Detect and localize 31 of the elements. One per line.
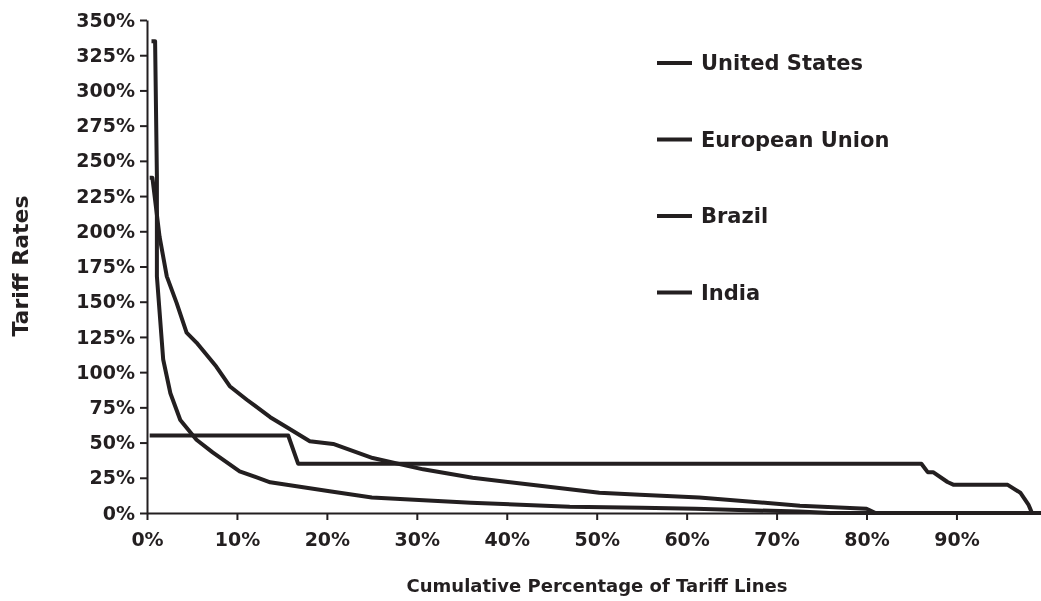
x-tick-label: 60%	[664, 527, 710, 550]
y-tick-label: 250%	[76, 149, 135, 172]
x-tick-label: 90%	[934, 527, 980, 550]
y-tick-label: 75%	[89, 395, 135, 418]
x-tick-label: 20%	[304, 527, 351, 550]
y-tick-label: 300%	[76, 79, 135, 102]
y-tick-label: 125%	[76, 325, 135, 348]
x-tick-label: 0%	[131, 527, 164, 550]
y-tick-label: 275%	[76, 114, 135, 137]
y-tick-label: 25%	[89, 466, 135, 489]
y-tick-label: 225%	[76, 184, 135, 207]
x-tick-label: 80%	[844, 527, 890, 550]
y-tick-label: 200%	[76, 219, 135, 242]
y-tick-label: 50%	[89, 431, 135, 454]
y-tick-label: 350%	[76, 8, 135, 31]
y-tick-label: 0%	[102, 501, 135, 524]
x-tick-label: 40%	[484, 527, 530, 550]
y-axis-title: Tariff Rates	[8, 195, 33, 337]
legend-label: European Union	[701, 127, 890, 152]
x-tick-label: 50%	[574, 527, 620, 550]
x-tick-label: 70%	[754, 527, 800, 550]
legend-label: United States	[701, 51, 863, 76]
y-tick-label: 100%	[76, 360, 135, 383]
x-tick-label: 30%	[394, 527, 441, 550]
y-tick-label: 150%	[76, 290, 135, 313]
x-axis-title: Cumulative Percentage of Tariff Lines	[406, 575, 788, 596]
y-tick-label: 175%	[76, 255, 135, 278]
y-tick-label: 325%	[76, 43, 135, 66]
x-tick-label: 10%	[214, 527, 261, 550]
legend-label: Brazil	[701, 204, 769, 229]
legend-label: India	[701, 280, 761, 305]
